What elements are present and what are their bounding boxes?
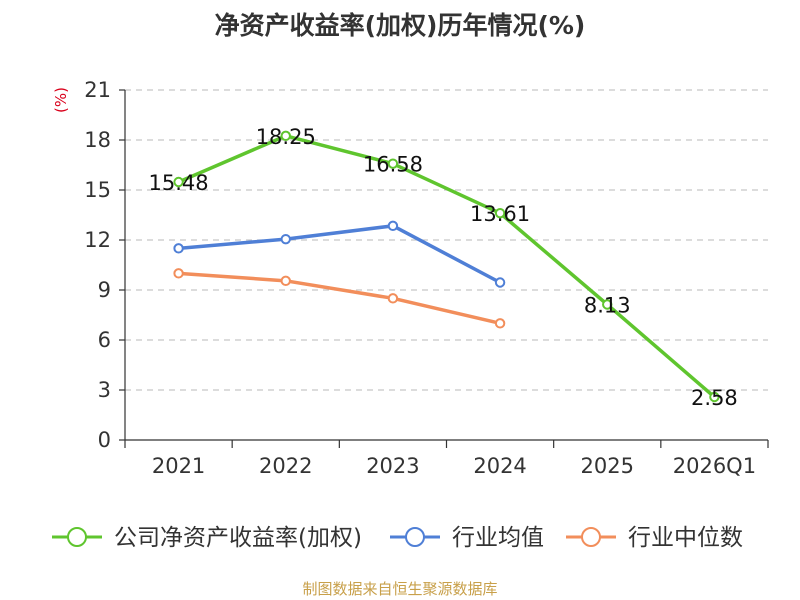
x-tick-label: 2021 xyxy=(152,454,205,478)
chart-title: 净资产收益率(加权)历年情况(%) xyxy=(214,11,586,40)
source-footer: 制图数据来自恒生聚源数据库 xyxy=(302,580,498,598)
series-line-0 xyxy=(177,134,716,399)
data-point-0 xyxy=(280,130,291,142)
data-point-0 xyxy=(173,176,184,188)
legend-marker xyxy=(67,527,87,547)
data-point-0 xyxy=(709,391,720,403)
x-tick-label: 2022 xyxy=(259,454,312,478)
legend-marker xyxy=(581,527,601,547)
data-point-0 xyxy=(387,158,399,169)
series-line-1 xyxy=(178,224,501,285)
data-point-1 xyxy=(387,220,399,232)
data-point-2 xyxy=(387,293,399,304)
data-label: 15.48 xyxy=(149,171,209,195)
y-tick-label: 18 xyxy=(84,128,111,152)
legend-label: 公司净资产收益率(加权) xyxy=(114,525,362,551)
data-point-0 xyxy=(494,207,506,219)
data-point-2 xyxy=(173,268,184,279)
x-tick-label: 2023 xyxy=(366,454,419,478)
y-tick-label: 0 xyxy=(98,428,111,452)
data-point-2 xyxy=(494,318,506,329)
data-label: 13.61 xyxy=(470,202,530,226)
x-tick-label: 2026Q1 xyxy=(673,454,756,478)
series-line-2 xyxy=(178,271,501,326)
legend-label: 行业中位数 xyxy=(628,525,743,551)
y-tick-label: 9 xyxy=(98,278,111,302)
data-label: 18.25 xyxy=(256,125,316,149)
data-point-1 xyxy=(280,233,291,245)
data-label: 2.58 xyxy=(691,386,738,410)
y-tick-label: 12 xyxy=(84,228,111,252)
x-tick-label: 2024 xyxy=(473,454,526,478)
y-tick-label: 15 xyxy=(84,178,111,202)
data-point-1 xyxy=(173,243,184,254)
y-tick-label: 6 xyxy=(98,328,111,352)
legend-label: 行业均值 xyxy=(452,525,544,551)
y-tick-label: 3 xyxy=(98,378,111,402)
data-point-0 xyxy=(602,299,613,310)
data-point-2 xyxy=(280,275,291,287)
legend-marker xyxy=(405,527,425,547)
y-tick-label: 21 xyxy=(84,78,111,102)
data-label: 8.13 xyxy=(584,294,631,318)
data-label: 16.58 xyxy=(363,153,423,177)
x-tick-label: 2025 xyxy=(581,454,634,478)
data-point-1 xyxy=(494,277,506,288)
